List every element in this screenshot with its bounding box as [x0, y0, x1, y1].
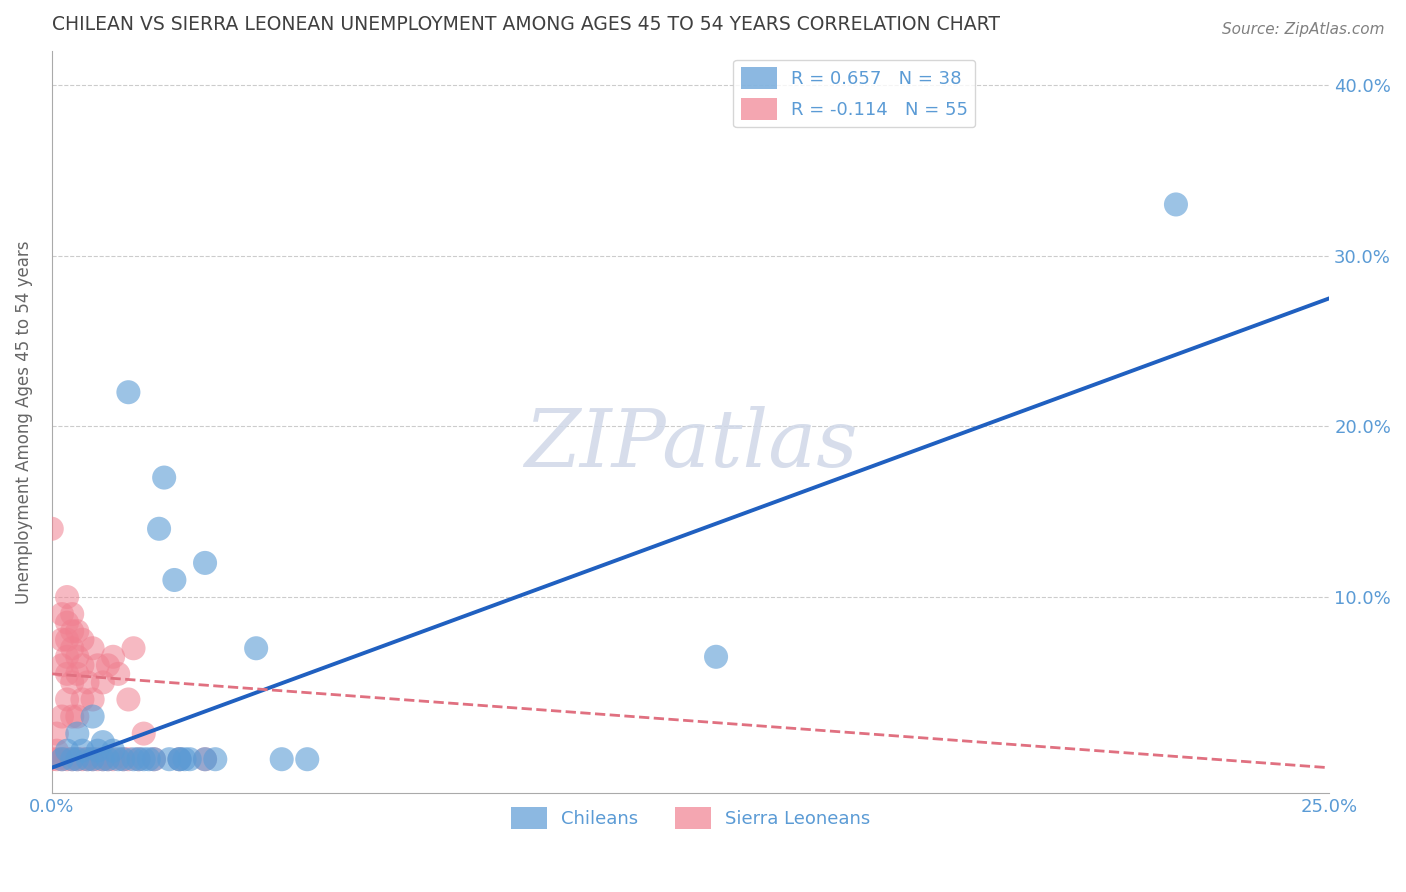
Point — [66, 649, 89, 664]
Point — [51, 709, 73, 723]
Point — [66, 666, 89, 681]
Point — [45, 752, 67, 766]
Point — [704, 649, 727, 664]
Point — [142, 752, 165, 766]
Point — [60, 709, 83, 723]
Point — [56, 692, 79, 706]
Point — [179, 752, 201, 766]
Point — [82, 641, 104, 656]
Point — [270, 752, 292, 766]
Point — [60, 641, 83, 656]
Point — [107, 752, 129, 766]
Point — [66, 709, 89, 723]
Point — [117, 692, 139, 706]
Point — [132, 752, 155, 766]
Point — [169, 752, 191, 766]
Point — [138, 752, 160, 766]
Point — [76, 675, 98, 690]
Point — [82, 752, 104, 766]
Point — [132, 726, 155, 740]
Point — [297, 752, 319, 766]
Point — [91, 752, 114, 766]
Point — [142, 752, 165, 766]
Point — [72, 658, 94, 673]
Point — [56, 649, 79, 664]
Point — [51, 658, 73, 673]
Text: CHILEAN VS SIERRA LEONEAN UNEMPLOYMENT AMONG AGES 45 TO 54 YEARS CORRELATION CHA: CHILEAN VS SIERRA LEONEAN UNEMPLOYMENT A… — [52, 15, 1000, 34]
Point — [72, 744, 94, 758]
Point — [51, 632, 73, 647]
Point — [56, 590, 79, 604]
Point — [66, 726, 89, 740]
Point — [194, 752, 217, 766]
Point — [194, 752, 217, 766]
Point — [122, 641, 145, 656]
Point — [56, 615, 79, 630]
Point — [87, 658, 110, 673]
Point — [51, 752, 73, 766]
Point — [60, 675, 83, 690]
Point — [112, 752, 135, 766]
Point — [117, 752, 139, 766]
Point — [101, 744, 124, 758]
Point — [91, 735, 114, 749]
Point — [87, 752, 110, 766]
Point — [194, 556, 217, 570]
Point — [117, 385, 139, 400]
Point — [41, 522, 63, 536]
Point — [51, 607, 73, 621]
Point — [97, 752, 120, 766]
Point — [204, 752, 226, 766]
Point — [56, 632, 79, 647]
Point — [97, 752, 120, 766]
Point — [169, 752, 191, 766]
Point — [45, 744, 67, 758]
Point — [76, 752, 98, 766]
Point — [163, 573, 186, 587]
Point — [173, 752, 195, 766]
Point — [101, 649, 124, 664]
Point — [157, 752, 180, 766]
Point — [76, 752, 98, 766]
Legend: Chileans, Sierra Leoneans: Chileans, Sierra Leoneans — [503, 800, 877, 837]
Text: Source: ZipAtlas.com: Source: ZipAtlas.com — [1222, 22, 1385, 37]
Point — [91, 752, 114, 766]
Y-axis label: Unemployment Among Ages 45 to 54 years: Unemployment Among Ages 45 to 54 years — [15, 240, 32, 604]
Point — [1164, 197, 1187, 211]
Point — [41, 752, 63, 766]
Point — [60, 607, 83, 621]
Point — [56, 744, 79, 758]
Point — [101, 752, 124, 766]
Point — [56, 666, 79, 681]
Point — [169, 752, 191, 766]
Point — [122, 752, 145, 766]
Point — [60, 752, 83, 766]
Text: ZIPatlas: ZIPatlas — [524, 406, 858, 483]
Point — [128, 752, 150, 766]
Point — [107, 666, 129, 681]
Point — [72, 632, 94, 647]
Point — [87, 744, 110, 758]
Point — [82, 692, 104, 706]
Point — [82, 752, 104, 766]
Point — [72, 692, 94, 706]
Point — [128, 752, 150, 766]
Point — [66, 752, 89, 766]
Point — [66, 624, 89, 639]
Point — [66, 752, 89, 766]
Point — [60, 752, 83, 766]
Point — [91, 675, 114, 690]
Point — [60, 624, 83, 639]
Point — [245, 641, 267, 656]
Point — [112, 752, 135, 766]
Point — [97, 658, 120, 673]
Point — [153, 470, 176, 484]
Point — [148, 522, 170, 536]
Point — [51, 752, 73, 766]
Point — [72, 752, 94, 766]
Point — [56, 752, 79, 766]
Point — [82, 709, 104, 723]
Point — [45, 726, 67, 740]
